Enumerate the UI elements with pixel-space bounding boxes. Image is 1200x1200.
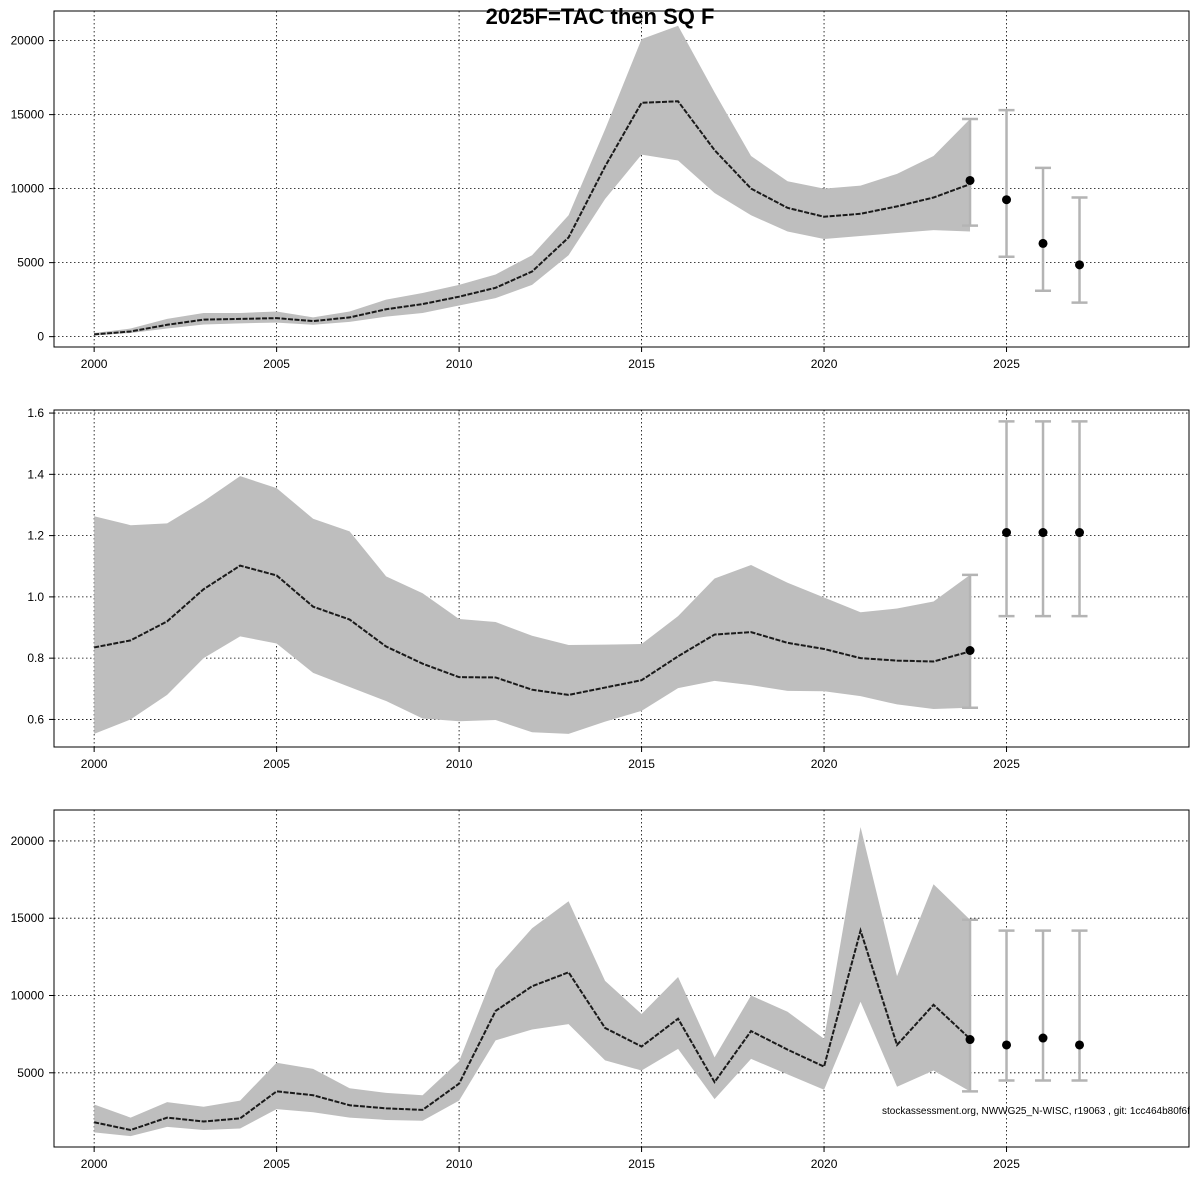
estimate-line [94,100,971,336]
confidence-band [94,25,971,336]
forecast-point [1075,528,1085,538]
estimate-line [93,564,971,696]
y-tick-label: 15000 [11,911,45,925]
forecast-point [1038,528,1048,538]
y-tick-label: 20000 [11,34,45,48]
forecast-point [1038,238,1048,248]
forecast-point [1038,1033,1048,1043]
confidence-band [94,476,971,734]
y-tick-label: 1.2 [27,529,44,543]
x-tick-label: 2010 [446,357,473,371]
y-tick-label: 1.6 [27,406,44,420]
x-tick-label: 2020 [811,357,838,371]
y-tick-label: 0.8 [27,651,44,665]
x-tick-label: 2015 [628,1157,655,1171]
forecast-point [1075,1040,1085,1050]
y-tick-label: 10000 [11,989,45,1003]
forecast-point [1002,528,1012,538]
forecast-point [1002,195,1012,205]
y-tick-label: 5000 [17,256,44,270]
x-tick-label: 2000 [81,357,108,371]
forecast-point [965,645,975,655]
x-tick-label: 2020 [811,1157,838,1171]
x-tick-label: 2025 [993,1157,1020,1171]
y-tick-label: 10000 [11,182,45,196]
x-tick-label: 2010 [446,1157,473,1171]
footnote: stockassessment.org, NWWG25_N-WISC, r190… [882,1106,1190,1117]
x-tick-label: 2005 [263,757,290,771]
panel-bottom: 2000 2005 2010 2015 2020 2025 5000 10000 15000 20… [11,809,1190,1171]
x-tick-label: 2015 [628,757,655,771]
forecast-point [1075,260,1085,270]
y-tick-label: 0.6 [27,712,44,726]
x-tick-label: 2010 [446,757,473,771]
plot-frame [53,409,1190,748]
confidence-band [94,827,971,1137]
x-tick-label: 2000 [81,1157,108,1171]
forecast-point [965,175,975,185]
plot-frame [53,809,1190,1148]
forecast-point [965,1035,975,1045]
chart-panels: 2000 2005 2010 2015 2020 20250500010000150002… [11,10,1190,1171]
y-tick-label: 1.0 [27,590,44,604]
x-tick-label: 2025 [993,757,1020,771]
x-tick-label: 2005 [263,1157,290,1171]
y-tick-label: 5000 [17,1066,44,1080]
y-tick-label: 1.4 [27,467,44,481]
chart-title: 2025F=TAC then SQ F [486,4,715,29]
plot-frame [53,10,1190,348]
x-tick-label: 2020 [811,757,838,771]
y-tick-label: 0 [37,330,44,344]
x-tick-label: 2025 [993,357,1020,371]
y-tick-label: 20000 [11,834,45,848]
panel-middle: 2000 2005 2010 2015 2020 2025 0.6 0.8 1.0 1.2 1.4 1… [27,406,1190,771]
x-tick-label: 2000 [81,757,108,771]
forecast-point [1002,1040,1012,1050]
panel-top: 2000 2005 2010 2015 2020 2025 0 5000 10000 15000 2… [11,10,1190,371]
x-tick-label: 2015 [628,357,655,371]
x-tick-label: 2005 [263,357,290,371]
y-tick-label: 15000 [11,108,45,122]
